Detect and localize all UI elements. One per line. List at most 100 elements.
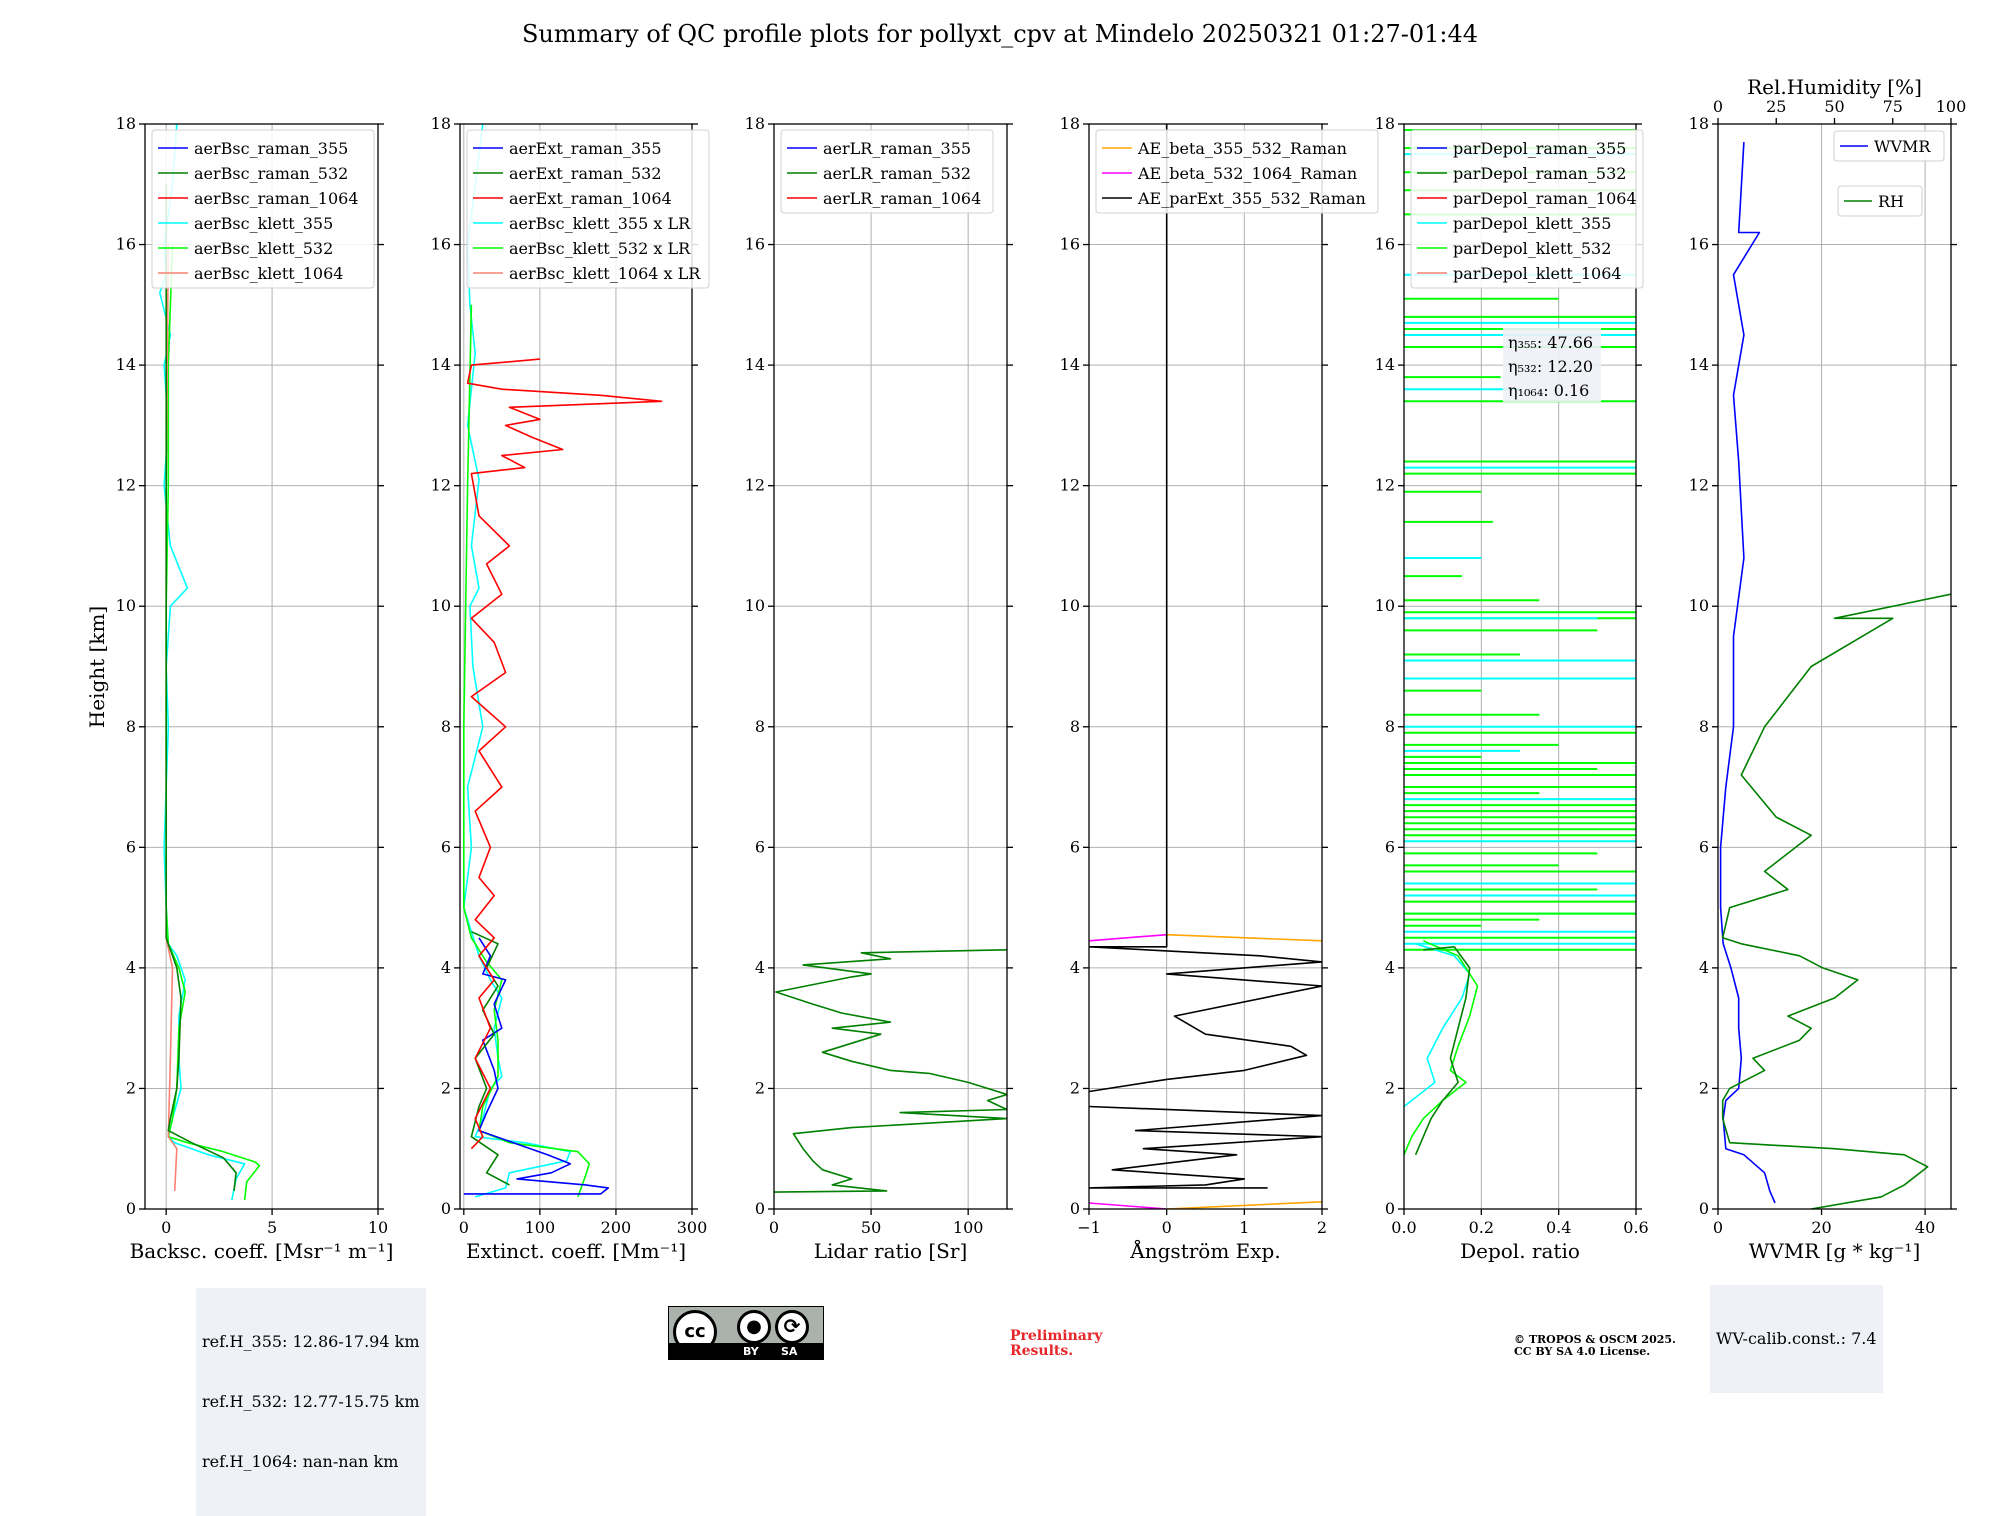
x-tick-label: 40: [1915, 1218, 1935, 1237]
axes-frame: [773, 123, 1008, 1210]
legend-box: [151, 129, 375, 289]
legend: aerLR_raman_355 aerLR_raman_532 aerLR_rama…: [780, 129, 994, 214]
legend-label: AE_beta_355_532_Raman: [1137, 139, 1347, 158]
y-tick-label: 16: [1375, 235, 1395, 254]
y-tick-label: 12: [1689, 476, 1709, 495]
y-tick-label: 4: [1070, 958, 1080, 977]
top-x-tick-label: 100: [1936, 97, 1967, 116]
y-axis-label: Height [km]: [85, 606, 109, 728]
y-tick-label: 10: [1060, 596, 1080, 615]
y-tick-label: 12: [1060, 476, 1080, 495]
series-line: [463, 937, 610, 1195]
eta-value: η₃₅₅: 47.66: [1508, 333, 1593, 352]
cc-license-badge: cc ● ⟳ BY SA: [668, 1306, 824, 1360]
plot-area: [463, 124, 663, 1198]
y-tick-label: 0: [1070, 1199, 1080, 1218]
ref-h-1064: ref.H_1064: nan-nan km: [202, 1452, 399, 1471]
x-tick-label: 0: [459, 1218, 469, 1237]
x-tick-label: 50: [861, 1218, 881, 1237]
y-tick-label: 14: [745, 355, 765, 374]
y-tick-label: 16: [745, 235, 765, 254]
series-line: [1166, 1201, 1322, 1209]
y-tick-label: 14: [116, 355, 136, 374]
x-tick-label: 100: [953, 1218, 984, 1237]
y-tick-label: 2: [441, 1078, 451, 1097]
y-tick-label: 8: [755, 717, 765, 736]
legend: aerBsc_raman_355 aerBsc_raman_532 aerBsc_r…: [151, 129, 375, 289]
y-tick-label: 4: [1699, 958, 1709, 977]
y-tick-label: 14: [1689, 355, 1709, 374]
axes-frame: [1403, 123, 1637, 1210]
series-line: [165, 184, 237, 1191]
y-tick-label: 8: [126, 717, 136, 736]
top-x-tick-label: 50: [1824, 97, 1844, 116]
legend-label: aerBsc_raman_532: [194, 164, 348, 183]
wv-calibration-box: WV-calib.const.: 7.4: [1710, 1285, 1883, 1393]
eta-value: η₅₃₂: 12.20: [1508, 357, 1593, 376]
legend-box: [780, 129, 994, 214]
y-tick-label: 4: [441, 958, 451, 977]
by-icon: ●: [737, 1310, 771, 1344]
x-tick-label: 300: [677, 1218, 708, 1237]
cc-sa-label: SA: [781, 1345, 798, 1358]
y-tick-label: 14: [431, 355, 451, 374]
y-tick-label: 0: [441, 1199, 451, 1218]
legend: AE_beta_355_532_Raman AE_beta_532_1064_Ra…: [1095, 129, 1379, 214]
legend-box: [1837, 185, 1923, 217]
legend-label: parDepol_klett_355: [1453, 214, 1611, 233]
y-tick-label: 18: [1060, 114, 1080, 133]
reference-height-box: ref.H_355: 12.86-17.94 km ref.H_532: 12.…: [196, 1288, 426, 1516]
copyright-line-1: © TROPOS & OSCM 2025.: [1514, 1333, 1676, 1346]
legend-label: AE_beta_532_1064_Raman: [1137, 164, 1357, 183]
y-tick-label: 8: [1385, 717, 1395, 736]
plot-area: [159, 124, 261, 1201]
legend-label: aerBsc_klett_1064 x LR: [509, 264, 701, 283]
y-tick-label: 6: [441, 837, 451, 856]
y-tick-label: 2: [755, 1078, 765, 1097]
y-tick-label: 12: [431, 476, 451, 495]
series-line: [1089, 1105, 1322, 1189]
panel-backscatter: 0 2 4 6 8 10 12 14 16 18 0 5 10 Backsc. coeff. [Msr⁻¹…: [116, 114, 394, 1263]
y-tick-label: 8: [1070, 717, 1080, 736]
y-tick-label: 0: [1699, 1199, 1709, 1218]
y-tick-label: 10: [1375, 596, 1395, 615]
legend-label: aerBsc_klett_532 x LR: [509, 239, 691, 258]
y-tick-label: 2: [126, 1078, 136, 1097]
y-tick-label: 16: [1689, 235, 1709, 254]
legend-label: RH: [1878, 192, 1904, 211]
panel-extinction: 0 2 4 6 8 10 12 14 16 18 0 100 200 300 Extinct. coeff.…: [431, 114, 710, 1263]
y-tick-label: 8: [1699, 717, 1709, 736]
y-tick-label: 2: [1070, 1078, 1080, 1097]
x-tick-label: −1: [1077, 1218, 1101, 1237]
y-tick-label: 18: [745, 114, 765, 133]
legend-label: AE_parExt_355_532_Raman: [1137, 189, 1366, 208]
axes-frame: [144, 123, 379, 1210]
series-line: [1721, 593, 1951, 1209]
sa-icon: ⟳: [775, 1310, 809, 1344]
plot-area: [774, 949, 1007, 1193]
legend-label: aerBsc_raman_1064: [194, 189, 359, 208]
y-tick-label: 18: [116, 114, 136, 133]
legend-box: [466, 129, 710, 289]
plot-area: [1719, 142, 1951, 1209]
legend-label: aerBsc_klett_1064: [194, 264, 343, 283]
legend-box: [1095, 129, 1379, 214]
y-tick-label: 2: [1699, 1078, 1709, 1097]
x-axis-label: Lidar ratio [Sr]: [814, 1239, 968, 1263]
y-tick-label: 12: [116, 476, 136, 495]
x-axis-label: WVMR [g * kg⁻¹]: [1749, 1239, 1921, 1263]
legend-label: aerExt_raman_355: [509, 139, 662, 158]
y-tick-label: 10: [116, 596, 136, 615]
series-line: [1719, 142, 1776, 1204]
top-x-tick-label: 75: [1883, 97, 1903, 116]
axes-frame: [1717, 123, 1952, 1210]
y-tick-label: 0: [1385, 1199, 1395, 1218]
y-tick-label: 8: [441, 717, 451, 736]
wv-calib-const: WV-calib.const.: 7.4: [1716, 1329, 1877, 1348]
x-tick-label: 0.4: [1546, 1218, 1571, 1237]
y-tick-label: 2: [1385, 1078, 1395, 1097]
y-tick-label: 0: [126, 1199, 136, 1218]
